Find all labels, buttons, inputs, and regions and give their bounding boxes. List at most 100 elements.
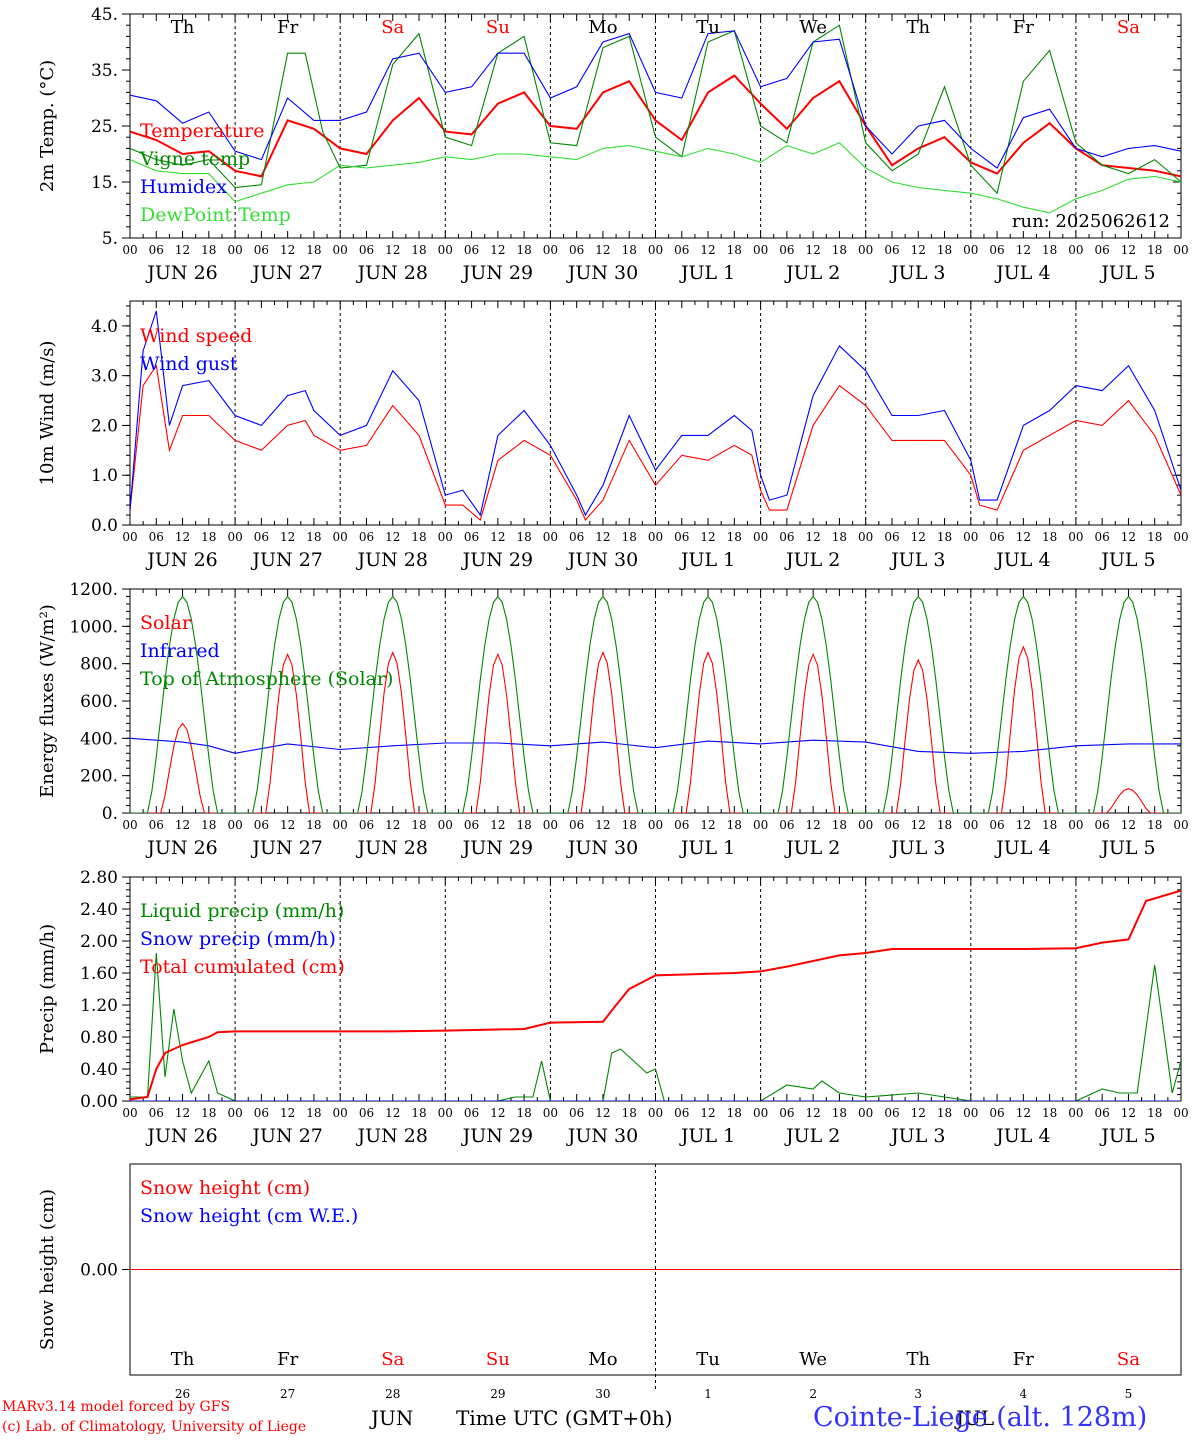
date-label: JUL 1 xyxy=(679,1125,735,1147)
weekday-label: Mo xyxy=(588,1349,617,1370)
hour-label: 12 xyxy=(175,1106,190,1120)
hour-label: 06 xyxy=(464,818,479,832)
hour-label: 00 xyxy=(543,530,558,544)
hour-label: 18 xyxy=(622,530,637,544)
y-axis-title: 10m Wind (m/s) xyxy=(37,341,58,486)
hour-label: 12 xyxy=(700,818,715,832)
hour-label: 00 xyxy=(227,818,242,832)
hour-label: 12 xyxy=(1121,530,1136,544)
date-label: JUN 26 xyxy=(145,549,217,571)
hour-label: 06 xyxy=(149,818,164,832)
day-number: 5 xyxy=(1125,1387,1133,1401)
date-label: JUL 3 xyxy=(889,549,945,571)
y-tick-label: 1.60 xyxy=(80,964,118,984)
date-label: JUL 4 xyxy=(994,549,1050,571)
hour-label: 00 xyxy=(543,243,558,257)
weekday-label: Sa xyxy=(1117,17,1140,38)
day-number: 3 xyxy=(914,1387,922,1401)
panel-3: 00 06 12 18 00 06 12 18 00 06 12 18 00 06 12 18 00 06 12 18… xyxy=(37,580,1189,859)
hour-label: 18 xyxy=(937,243,952,257)
hour-label: 18 xyxy=(727,1106,742,1120)
hour-label: 00 xyxy=(963,530,978,544)
y-tick-label: 35. xyxy=(91,61,118,81)
series-line-solar xyxy=(130,645,1181,813)
hour-label: 18 xyxy=(411,530,426,544)
series-line-dewpoint-temp xyxy=(130,142,1181,214)
hour-label: 00 xyxy=(1068,243,1083,257)
hour-label: 06 xyxy=(149,243,164,257)
legend-entry: Solar xyxy=(140,612,192,634)
hour-label: 00 xyxy=(858,1106,873,1120)
hour-label: 12 xyxy=(1121,243,1136,257)
y-tick-label: 1000. xyxy=(69,617,118,637)
hour-label: 06 xyxy=(569,1106,584,1120)
hour-label: 06 xyxy=(989,818,1004,832)
hour-label: 12 xyxy=(385,530,400,544)
date-label: JUL 3 xyxy=(889,262,945,284)
day-number: 29 xyxy=(490,1387,505,1401)
hour-label: 00 xyxy=(1173,243,1188,257)
hour-label: 12 xyxy=(1121,818,1136,832)
weekday-label: We xyxy=(799,17,827,38)
hour-label: 00 xyxy=(333,243,348,257)
day-number: 27 xyxy=(280,1387,295,1401)
hour-label: 18 xyxy=(201,1106,216,1120)
date-label: JUN 27 xyxy=(250,549,322,571)
series-line-temperature xyxy=(130,74,1181,178)
y-tick-label: 0.00 xyxy=(80,1261,118,1281)
panel-1: 00 06 12 18 00 06 12 18 00 06 12 18 00 06 12 18 00 06 12 18… xyxy=(37,5,1189,284)
month-label-jul: JUL xyxy=(956,1406,995,1430)
hour-label: 18 xyxy=(306,818,321,832)
hour-label: 00 xyxy=(753,1106,768,1120)
weekday-label: Sa xyxy=(381,1349,404,1370)
hour-label: 12 xyxy=(806,530,821,544)
hour-label: 00 xyxy=(227,1106,242,1120)
hour-label: 00 xyxy=(963,818,978,832)
legend-entry: Snow height (cm W.E.) xyxy=(140,1205,358,1227)
date-label: JUN 30 xyxy=(566,262,638,284)
weekday-label: Tu xyxy=(696,17,720,38)
run-label: run: 2025062612 xyxy=(1012,211,1170,232)
y-tick-label: 400. xyxy=(80,729,118,749)
hour-label: 18 xyxy=(1147,530,1162,544)
hour-label: 18 xyxy=(516,818,531,832)
hour-label: 00 xyxy=(963,1106,978,1120)
hour-label: 06 xyxy=(254,243,269,257)
hour-label: 18 xyxy=(1147,1106,1162,1120)
hour-label: 12 xyxy=(280,1106,295,1120)
y-tick-label: 25. xyxy=(91,117,118,137)
hour-label: 06 xyxy=(674,1106,689,1120)
time-axis-label: Time UTC (GMT+0h) xyxy=(456,1406,673,1430)
hour-label: 00 xyxy=(122,530,137,544)
weekday-label: Su xyxy=(486,17,510,38)
date-label: JUL 2 xyxy=(784,1125,840,1147)
series-line-wind-gust xyxy=(130,310,1181,517)
hour-label: 06 xyxy=(1095,243,1110,257)
hour-label: 12 xyxy=(700,1106,715,1120)
hour-label: 00 xyxy=(122,243,137,257)
y-tick-label: 15. xyxy=(91,173,118,193)
y-tick-label: 2.00 xyxy=(80,932,118,952)
hour-label: 00 xyxy=(1173,530,1188,544)
hour-label: 12 xyxy=(911,530,926,544)
hour-label: 00 xyxy=(438,243,453,257)
date-label: JUN 28 xyxy=(356,549,428,571)
date-label: JUN 27 xyxy=(250,837,322,859)
legend-entry: Top of Atmosphere (Solar) xyxy=(140,668,393,690)
legend-entry: Vigne temp xyxy=(139,148,250,170)
day-number: 2 xyxy=(809,1387,817,1401)
day-number: 30 xyxy=(595,1387,610,1401)
hour-label: 18 xyxy=(1042,530,1057,544)
date-label: JUL 5 xyxy=(1099,549,1155,571)
hour-label: 06 xyxy=(569,818,584,832)
date-label: JUL 3 xyxy=(889,1125,945,1147)
hour-label: 06 xyxy=(569,530,584,544)
hour-label: 06 xyxy=(464,1106,479,1120)
hour-label: 06 xyxy=(359,1106,374,1120)
model-credit: MARv3.14 model forced by GFS xyxy=(2,1399,231,1415)
hour-label: 12 xyxy=(1016,1106,1031,1120)
date-label: JUN 29 xyxy=(461,1125,533,1147)
hour-label: 18 xyxy=(201,243,216,257)
hour-label: 12 xyxy=(175,243,190,257)
